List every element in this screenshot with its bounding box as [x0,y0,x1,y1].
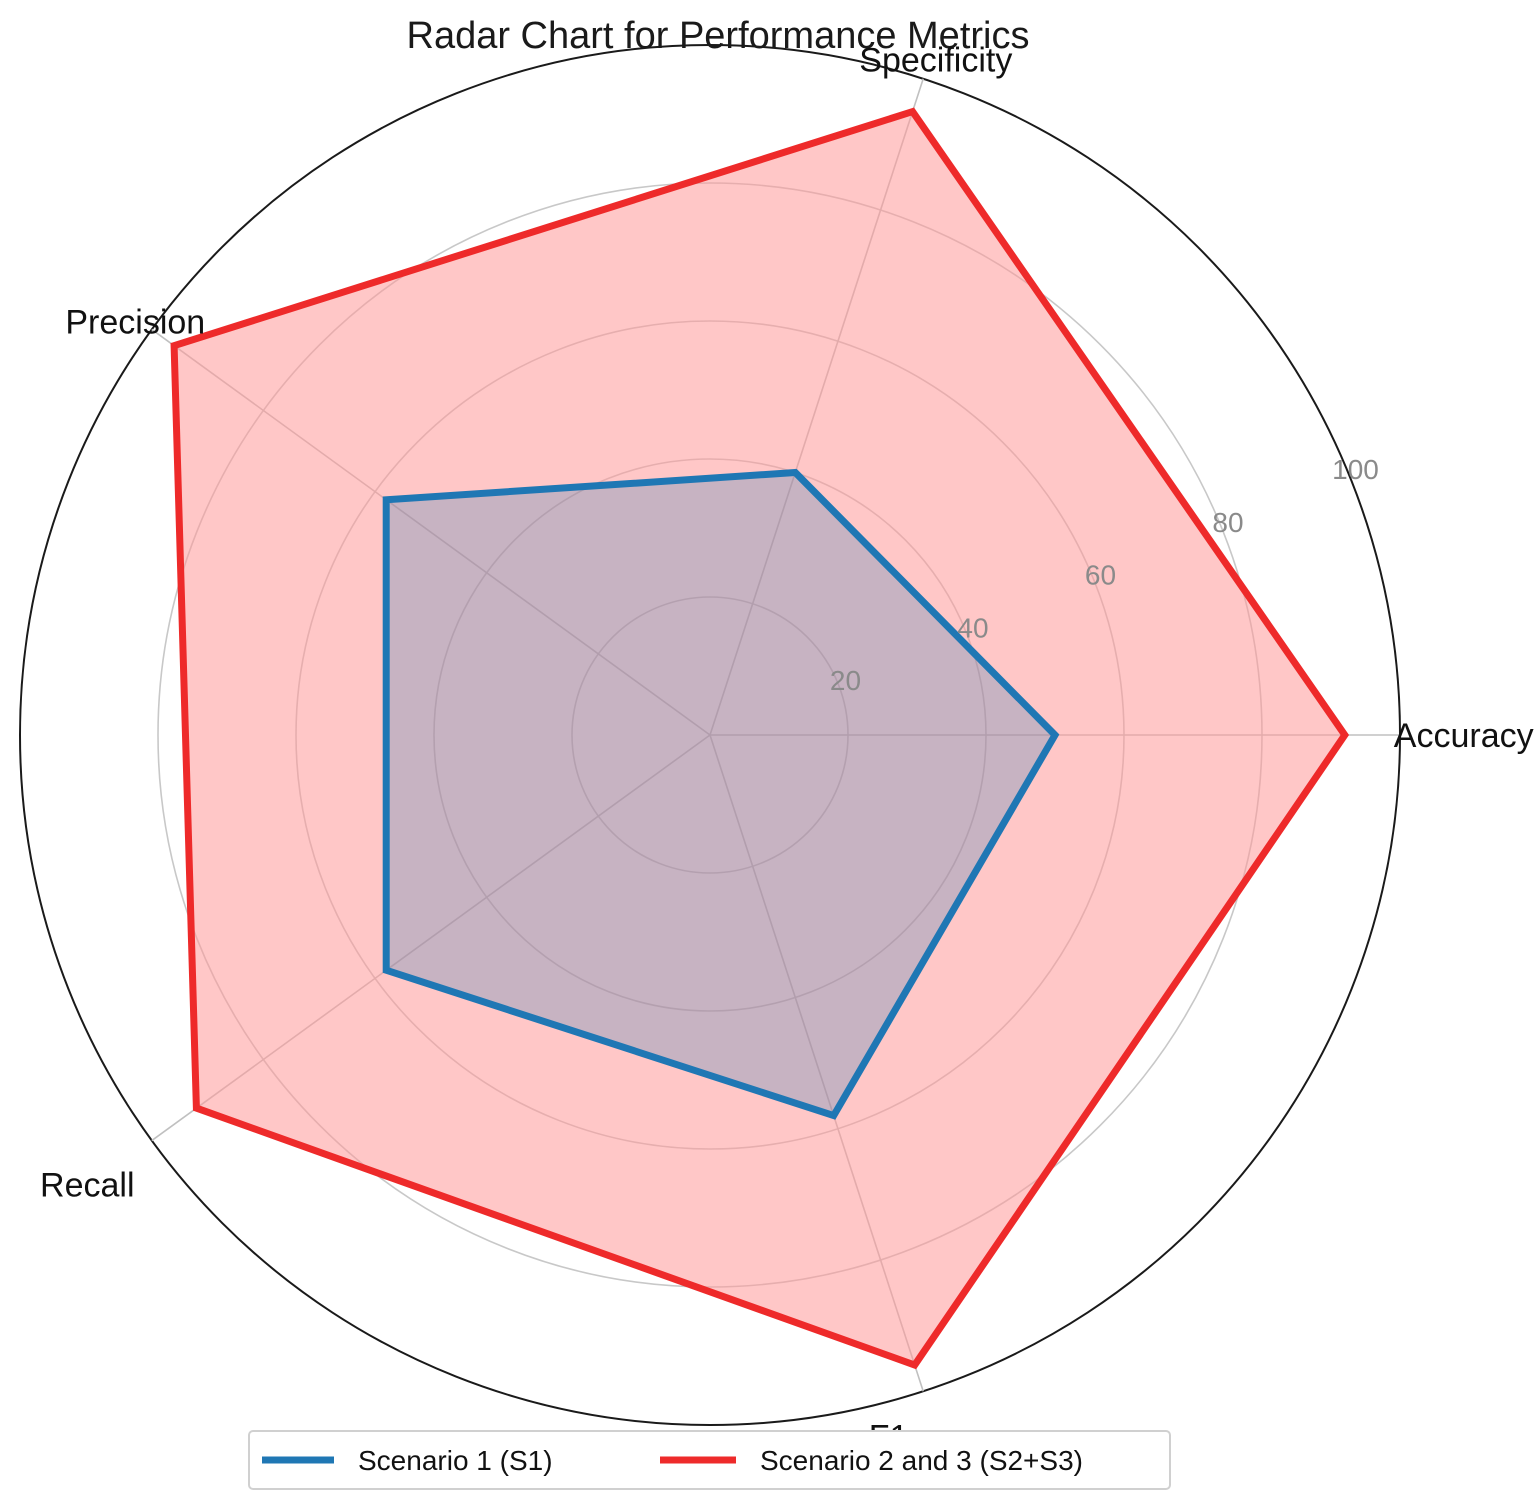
series-line-2 [170,107,1350,1370]
category-label-precision: Precision [65,304,205,342]
series-fill-2 [174,111,1345,1366]
category-label-specificity: Specificity [859,42,1012,80]
legend-label-2: Scenario 2 and 3 (S2+S3) [760,1445,1083,1476]
legend-label-1: Scenario 1 (S1) [358,1445,553,1476]
radial-tick-label-100: 100 [1332,454,1379,485]
series-layer [170,107,1350,1370]
chart-title: Radar Chart for Performance Metrics [407,15,1030,57]
radial-tick-label-80: 80 [1212,507,1243,538]
category-label-accuracy: Accuracy [1394,717,1534,755]
radial-tick-label-20: 20 [830,665,861,696]
radial-tick-label-40: 40 [957,612,988,643]
series-line-1 [382,468,1060,1120]
radial-tick-label-60: 60 [1085,560,1116,591]
category-label-recall: Recall [40,1166,134,1204]
legend: Scenario 1 (S1) Scenario 2 and 3 (S2+S3) [248,1430,1171,1490]
series-fill-1 [386,472,1055,1116]
